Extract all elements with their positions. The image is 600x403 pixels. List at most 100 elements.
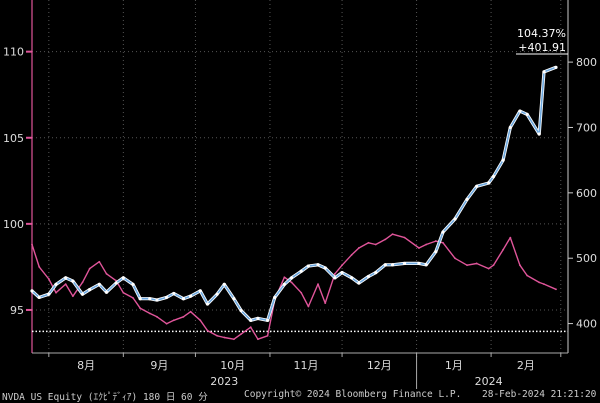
right-tick-label: 700 <box>576 121 597 134</box>
data-point <box>518 109 522 113</box>
data-point <box>121 276 125 280</box>
year-label: 2024 <box>475 375 503 388</box>
data-point <box>391 233 394 236</box>
data-point <box>222 282 226 286</box>
data-point <box>155 298 159 302</box>
right-tick-label: 400 <box>576 318 597 331</box>
data-point <box>316 263 320 267</box>
data-point <box>81 281 84 284</box>
data-point <box>538 281 541 284</box>
data-point <box>215 292 219 296</box>
year-label: 2023 <box>210 375 238 388</box>
data-point <box>273 295 277 300</box>
month-labels: 8月 9月 10月 11月 12月 1月 2月 <box>77 359 535 372</box>
data-point <box>80 292 85 296</box>
data-point <box>542 70 546 74</box>
data-point <box>442 241 444 244</box>
data-point <box>165 322 168 325</box>
data-point <box>417 261 421 266</box>
data-point <box>104 290 109 294</box>
series-line-price <box>31 66 557 322</box>
data-point <box>487 181 491 185</box>
data-point <box>138 297 142 301</box>
data-point <box>509 236 512 239</box>
right-tick-label: 600 <box>576 187 597 200</box>
data-point <box>525 112 529 116</box>
data-point <box>131 282 135 286</box>
data-point <box>366 274 371 279</box>
data-point <box>55 291 57 294</box>
data-point <box>148 297 152 301</box>
data-point <box>537 132 541 136</box>
right-tick-label: 500 <box>576 252 597 265</box>
data-point <box>307 305 310 308</box>
data-point <box>266 334 269 337</box>
data-point <box>487 267 490 270</box>
data-point <box>132 296 134 299</box>
data-point <box>333 272 336 275</box>
data-point <box>37 295 41 300</box>
data-point <box>424 263 428 267</box>
data-point <box>256 316 260 320</box>
left-tick-label: 100 <box>3 218 24 231</box>
month-label: 12月 <box>367 359 392 372</box>
data-point <box>98 260 101 263</box>
data-point <box>350 276 354 280</box>
data-point <box>465 197 469 201</box>
data-point <box>223 336 226 339</box>
data-point <box>475 184 479 188</box>
data-point <box>199 319 202 322</box>
data-point <box>189 310 192 313</box>
month-label: 1月 <box>445 359 463 372</box>
data-point <box>88 287 92 292</box>
data-point <box>88 267 91 270</box>
data-point <box>31 243 33 246</box>
data-point <box>165 295 169 300</box>
data-point <box>233 338 235 341</box>
data-point <box>453 217 457 221</box>
data-point <box>156 315 158 318</box>
data-point <box>367 241 370 244</box>
data-point <box>283 276 286 279</box>
data-point <box>205 302 210 306</box>
month-label: 11月 <box>294 359 319 372</box>
data-point <box>139 307 142 310</box>
data-point <box>475 262 478 265</box>
data-point <box>172 319 175 322</box>
data-point <box>323 266 327 270</box>
data-point <box>454 257 456 260</box>
data-point <box>71 279 75 283</box>
left-tick-label: 110 <box>3 46 24 59</box>
data-point <box>543 283 545 286</box>
data-point <box>216 334 218 337</box>
data-point <box>232 297 236 301</box>
data-point <box>306 264 311 268</box>
data-point <box>555 288 557 291</box>
data-point <box>384 238 387 241</box>
data-point <box>240 333 243 335</box>
data-point <box>492 264 495 267</box>
data-point <box>441 230 445 234</box>
month-label: 8月 <box>77 359 95 372</box>
left-axis-ticks: 95 100 105 110 <box>3 46 32 317</box>
readout-percent: 104.37% <box>517 27 566 40</box>
month-label: 2月 <box>517 359 535 372</box>
data-point <box>182 315 185 318</box>
data-point <box>47 292 51 296</box>
data-point <box>341 264 343 267</box>
data-point <box>418 247 420 249</box>
left-tick-label: 95 <box>10 304 24 317</box>
readout-price: +401.91 <box>518 41 566 54</box>
grid-lines <box>32 0 568 357</box>
stock-chart: 95 100 105 110 400 500 600 700 800 8月 9月 10月 11月 12… <box>3 0 597 389</box>
data-point <box>282 282 286 286</box>
data-point <box>519 264 521 267</box>
data-point <box>239 308 243 313</box>
data-point <box>189 294 193 298</box>
data-point <box>105 272 108 275</box>
footer: NVDA US Equity (ｴｸﾋﾟﾃﾞｨｱ) 180 日 60 分 Cop… <box>0 389 600 403</box>
data-point <box>434 240 437 242</box>
data-point <box>122 291 125 294</box>
series-line-halo <box>30 65 557 322</box>
data-point <box>206 329 209 332</box>
